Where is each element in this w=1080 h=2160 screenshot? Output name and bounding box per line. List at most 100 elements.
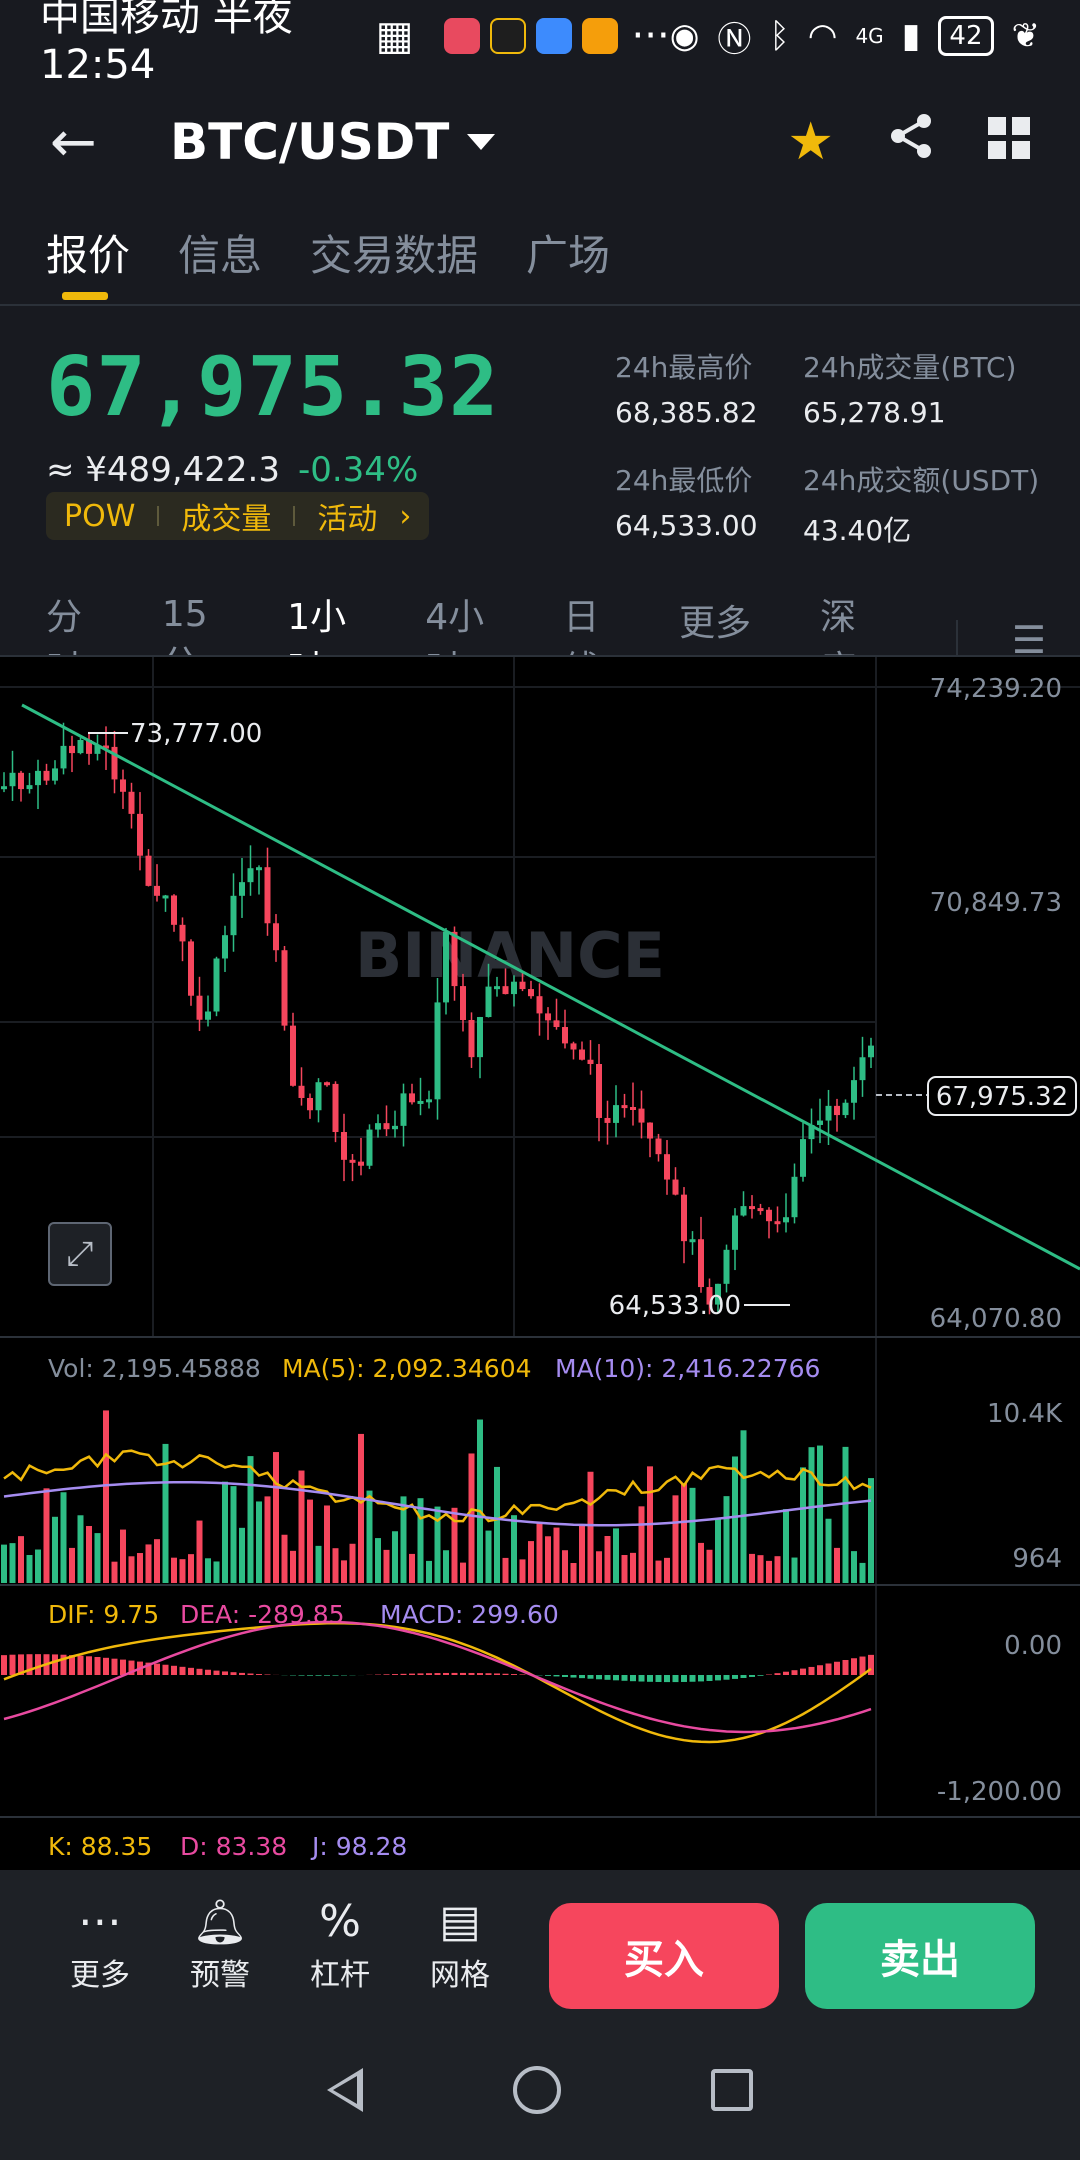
volume-bar	[137, 1553, 143, 1583]
y-axis-label: 70,849.73	[930, 888, 1062, 918]
vol-ma10-label: MA(10): 2,416.22766	[555, 1354, 820, 1383]
buy-button[interactable]: 买入	[549, 1903, 779, 2009]
macd-bar	[332, 1675, 339, 1676]
candle-body	[171, 895, 177, 925]
tag-volume[interactable]: 成交量	[181, 502, 272, 537]
macd-bar	[315, 1675, 322, 1676]
share-icon[interactable]	[888, 112, 934, 172]
macd-bar	[145, 1662, 152, 1675]
nav-back-icon[interactable]	[327, 2068, 363, 2112]
macd-label: MACD: 299.60	[380, 1600, 559, 1629]
macd-bar	[307, 1675, 313, 1676]
macd-bar	[77, 1655, 84, 1675]
candle-body	[18, 772, 24, 790]
tab-trading-data[interactable]: 交易数据	[310, 231, 479, 280]
volume-bar	[732, 1456, 738, 1583]
grid-bot-icon: ▤	[439, 1896, 481, 1947]
volume-bar	[290, 1550, 296, 1583]
volume-bar	[77, 1515, 84, 1583]
tab-info[interactable]: 信息	[178, 231, 263, 280]
macd-bar	[825, 1663, 832, 1675]
volume-bar	[409, 1553, 415, 1583]
action-leverage[interactable]: % 杠杆	[280, 1896, 400, 1994]
candle-body	[460, 986, 466, 1021]
volume-bar	[749, 1553, 755, 1583]
vol-ma10-line	[3, 1480, 872, 1527]
kdj-d-label: D: 83.38	[180, 1832, 287, 1861]
candle-body	[706, 1287, 713, 1305]
volume-bar	[18, 1536, 24, 1583]
bluetooth-icon: ᛒ	[769, 16, 790, 56]
volume-bar	[111, 1561, 118, 1583]
volume-bar	[383, 1549, 390, 1583]
divider	[0, 304, 1080, 306]
candle-body	[732, 1215, 738, 1250]
binance-app-icon	[489, 18, 526, 54]
volume-bar	[341, 1560, 347, 1583]
action-grid[interactable]: ▤ 网格	[400, 1896, 520, 1994]
volume-bar	[239, 1527, 245, 1583]
candle-body	[766, 1209, 772, 1222]
tab-square[interactable]: 广场	[526, 231, 611, 280]
tag-activity[interactable]: 活动	[317, 502, 378, 537]
tag-pow[interactable]: POW	[64, 498, 136, 534]
candle-body	[290, 1025, 296, 1086]
candle-body	[502, 986, 509, 995]
candle-body	[749, 1206, 755, 1210]
volume-bar	[426, 1560, 432, 1583]
candle-body	[647, 1122, 653, 1139]
volume-bar	[502, 1557, 509, 1583]
macd-bar	[834, 1661, 840, 1675]
volume-bar	[154, 1539, 160, 1583]
nav-home-icon[interactable]	[513, 2066, 561, 2114]
last-price-tag	[927, 1076, 1077, 1116]
candle-body	[851, 1080, 857, 1103]
volume-bar	[859, 1562, 866, 1583]
sell-button[interactable]: 卖出	[805, 1903, 1035, 2009]
nav-recent-icon[interactable]	[711, 2069, 753, 2111]
back-arrow-icon[interactable]: ←	[50, 109, 97, 175]
macd-bar	[230, 1672, 237, 1675]
macd-bar	[587, 1675, 594, 1679]
macd-bar	[579, 1675, 585, 1679]
macd-bar	[740, 1675, 747, 1678]
volume-bar	[392, 1531, 398, 1583]
volume-bar	[528, 1541, 534, 1583]
action-alert[interactable]: 🔔︎ 预警	[160, 1896, 280, 1994]
macd-bar	[630, 1675, 636, 1682]
tab-quote[interactable]: 报价	[46, 222, 130, 300]
volume-bar	[179, 1559, 186, 1583]
candle-body	[349, 1159, 356, 1163]
candle-body	[621, 1105, 628, 1109]
candle-body	[434, 1002, 441, 1100]
star-icon[interactable]: ★	[787, 112, 834, 172]
macd-bar	[154, 1663, 160, 1675]
expand-chart-icon[interactable]: ⤢	[48, 1222, 112, 1286]
macd-bar	[757, 1675, 764, 1676]
grid-icon[interactable]	[988, 112, 1030, 172]
volume-bar	[613, 1528, 619, 1583]
candle-body	[1, 786, 7, 790]
candle-body	[307, 1097, 313, 1111]
kdj-j-label: J: 98.28	[310, 1832, 407, 1861]
action-label: 网格	[430, 1958, 490, 1993]
action-more[interactable]: ⋯ 更多	[40, 1896, 160, 1994]
macd-bar	[842, 1659, 849, 1675]
macd-bar	[18, 1654, 24, 1675]
kline-chart[interactable]: BINANCE 74,239.20 70,849.73 64,070.80 73…	[0, 657, 1080, 1870]
chevron-right-icon[interactable]: ›	[399, 498, 412, 534]
volume-bar	[536, 1522, 543, 1583]
volume-bar	[519, 1559, 526, 1583]
candle-body	[562, 1027, 568, 1044]
volume-bar	[723, 1496, 730, 1583]
chart-settings-icon[interactable]: ☰	[1011, 618, 1046, 662]
vol-label: Vol: 2,195.45888	[48, 1354, 261, 1383]
candle-body	[443, 931, 449, 1003]
volume-bar	[740, 1430, 747, 1583]
candle-body	[825, 1105, 832, 1121]
tags-bar[interactable]: POW 成交量 活动 ›	[46, 492, 430, 540]
chevron-down-icon[interactable]	[467, 134, 496, 150]
macd-bar	[86, 1656, 92, 1675]
volume-bar	[60, 1492, 67, 1583]
pair-title[interactable]: BTC/USDT	[170, 113, 450, 171]
